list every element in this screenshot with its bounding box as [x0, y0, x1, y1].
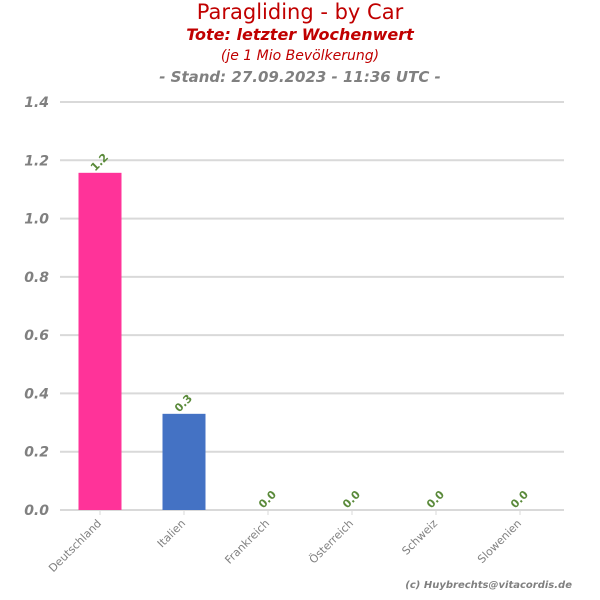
x-tick-label: Italien	[155, 517, 188, 550]
chart-subtitle-unit: (je 1 Mio Bevölkerung)	[220, 48, 380, 64]
x-tick-label: Deutschland	[46, 517, 104, 575]
data-label: 0.0	[340, 488, 363, 511]
y-tick-label: 0.2	[24, 445, 49, 461]
credit-text: (c) Huybrechts@vitacordis.de	[405, 580, 572, 591]
y-tick-label: 1.4	[24, 95, 49, 111]
data-label: 0.0	[508, 488, 531, 511]
chart-title: Paragliding - by Car	[196, 0, 404, 24]
data-label: 1.2	[88, 151, 111, 174]
bar	[78, 172, 122, 510]
y-tick-label: 0.4	[24, 386, 49, 402]
x-tick-label: Österreich	[307, 517, 356, 566]
y-tick-label: 1.2	[24, 153, 49, 169]
data-label: 0.0	[256, 488, 279, 511]
y-tick-label: 0.6	[24, 328, 49, 344]
y-tick-label: 0.8	[24, 270, 49, 286]
chart-subtitle-timestamp: - Stand: 27.09.2023 - 11:36 UTC -	[159, 68, 441, 86]
y-tick-label: 1.0	[24, 212, 49, 228]
y-tick-label: 0.0	[24, 503, 49, 519]
data-label: 0.0	[424, 488, 447, 511]
x-tick-label: Frankreich	[222, 517, 272, 567]
data-label: 0.3	[172, 392, 195, 415]
x-tick-label: Schweiz	[399, 517, 440, 558]
chart-subtitle-metric: Tote: letzter Wochenwert	[186, 25, 414, 44]
x-tick-label: Slowenien	[475, 517, 524, 566]
bar	[162, 413, 206, 510]
